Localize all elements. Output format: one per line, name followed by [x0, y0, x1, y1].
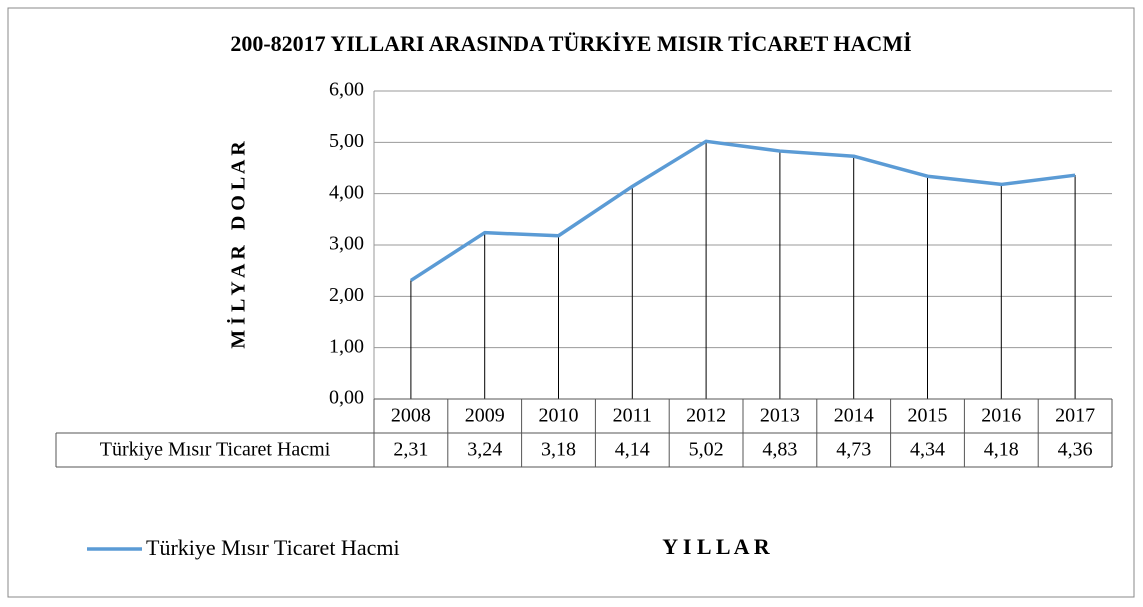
x-tick-label: 2010 [539, 405, 579, 427]
y-axis-label: M İ L Y A R D O L A R [226, 141, 250, 349]
x-tick-label: 2014 [834, 405, 874, 427]
table-value: 5,02 [689, 439, 724, 461]
y-tick-label: 2,00 [329, 284, 364, 306]
x-tick-label: 2008 [391, 405, 431, 427]
data-line [409, 139, 1076, 282]
chart-border [7, 7, 1135, 598]
table-value: 2,31 [393, 439, 428, 461]
table-value: 3,18 [541, 439, 576, 461]
x-tick-label: 2017 [1055, 405, 1095, 427]
x-tick-label: 2009 [465, 405, 505, 427]
table-series-name: Türkiye Mısır Ticaret Hacmi [100, 439, 331, 461]
table-value: 4,14 [615, 439, 650, 461]
y-tick-label: 3,00 [329, 233, 364, 255]
table-value: 4,36 [1058, 439, 1093, 461]
x-axis-label: Y I L L A R [662, 534, 771, 559]
x-tick-label: 2013 [760, 405, 800, 427]
table-value: 4,34 [910, 439, 945, 461]
legend-label: Türkiye Mısır Ticaret Hacmi [146, 535, 400, 560]
table-value: 3,24 [467, 439, 502, 461]
y-tick-label: 5,00 [329, 130, 364, 152]
y-tick-label: 0,00 [329, 387, 364, 409]
x-tick-label: 2011 [613, 405, 652, 427]
x-tick-label: 2016 [981, 405, 1021, 427]
table-value: 4,73 [836, 439, 871, 461]
table-value: 4,18 [984, 439, 1019, 461]
x-tick-label: 2015 [908, 405, 948, 427]
x-tick-label: 2012 [686, 405, 726, 427]
y-tick-label: 4,00 [329, 181, 364, 203]
table-value: 4,83 [762, 439, 797, 461]
y-tick-label: 1,00 [329, 335, 364, 357]
chart-title: 200-82017 YILLARI ARASINDA TÜRKİYE MISIR… [230, 31, 911, 56]
y-tick-label: 6,00 [329, 79, 364, 101]
